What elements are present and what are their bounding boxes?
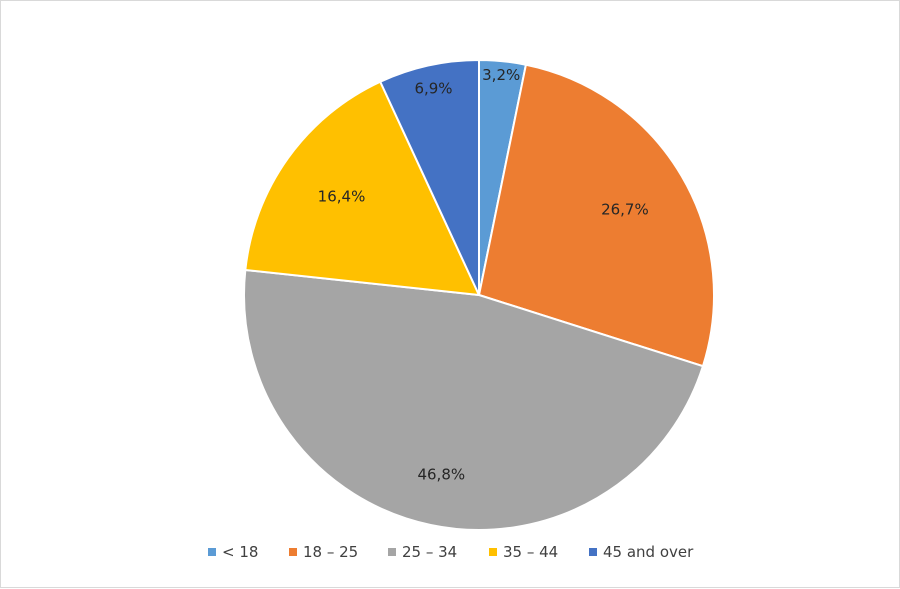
data-label-5: 6,9% (414, 79, 452, 97)
pie-slice-4 (244, 80, 481, 297)
legend-label-4: 35 – 44 (503, 543, 558, 561)
pie-data-labels: 3,2% 26,7% 46,8% 16,4% 6,9% (318, 66, 649, 483)
legend-swatch-2 (289, 548, 297, 556)
pie-slice-3 (243, 268, 705, 531)
data-label-2: 26,7% (601, 200, 649, 218)
legend-label-2: 18 – 25 (303, 543, 358, 561)
legend-swatch-5 (589, 548, 597, 556)
legend-label-5: 45 and over (603, 543, 694, 561)
legend-swatch-1 (208, 548, 216, 556)
pie-slice-2 (477, 63, 715, 368)
legend-label-1: < 18 (222, 543, 258, 561)
data-label-3: 46,8% (417, 465, 465, 483)
pie-slices (243, 58, 715, 531)
data-label-4: 16,4% (318, 187, 366, 205)
data-label-1: 3,2% (482, 66, 520, 84)
legend-swatch-3 (388, 548, 396, 556)
legend-label-3: 25 – 34 (402, 543, 457, 561)
legend-swatch-4 (489, 548, 497, 556)
legend: < 18 18 – 25 25 – 34 35 – 44 45 and over (208, 543, 694, 561)
pie-slice-5 (378, 58, 480, 296)
